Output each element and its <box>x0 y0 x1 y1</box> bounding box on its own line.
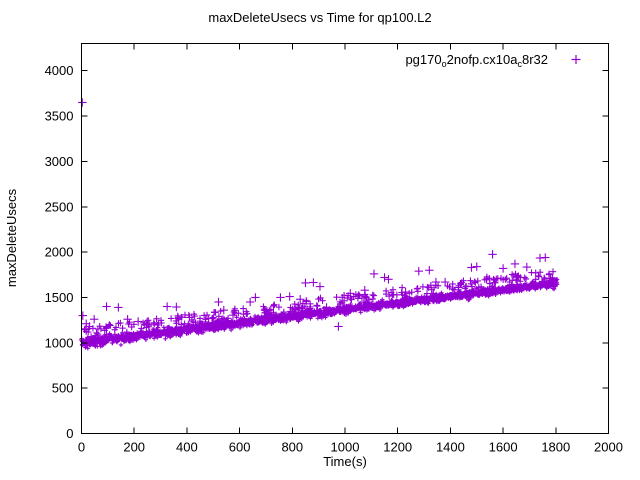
data-point <box>522 262 532 272</box>
y-axis-title: maxDeleteUsecs <box>4 188 19 287</box>
data-point <box>425 266 434 275</box>
data-point <box>143 337 149 342</box>
data-point <box>333 293 340 301</box>
y-tick-label: 1000 <box>45 335 74 350</box>
y-tick-label: 2500 <box>45 199 74 214</box>
x-axis-ticks: 0 200 400 600 800 1000 1200 1400 1600 1800 2000 <box>78 43 623 455</box>
data-point <box>89 315 99 324</box>
data-point <box>521 274 528 281</box>
data-point <box>85 346 91 351</box>
data-point <box>83 345 88 350</box>
data-point <box>369 291 376 299</box>
x-tick-label: 1200 <box>383 440 412 455</box>
y-tick-label: 500 <box>52 381 74 396</box>
data-point <box>251 293 260 302</box>
x-tick-label: 1400 <box>436 440 465 455</box>
data-point <box>138 325 145 332</box>
y-axis-ticks: 0 500 1000 1500 2000 2500 3000 3500 4000 <box>45 63 609 441</box>
data-point <box>510 259 520 269</box>
data-point <box>276 293 285 302</box>
data-point-group <box>78 98 560 351</box>
data-point <box>419 283 427 291</box>
data-point <box>240 305 247 312</box>
data-point <box>369 269 379 279</box>
x-tick-label: 1600 <box>489 440 518 455</box>
data-point <box>398 284 406 291</box>
data-point <box>245 297 255 307</box>
data-point <box>384 275 393 284</box>
data-point <box>210 309 218 316</box>
x-tick-label: 0 <box>78 440 85 455</box>
data-point <box>301 278 310 288</box>
data-point <box>162 302 172 311</box>
y-tick-label: 3000 <box>45 154 74 169</box>
x-tick-label: 600 <box>229 440 251 455</box>
x-tick-label: 1000 <box>331 440 360 455</box>
data-point <box>522 275 530 283</box>
x-tick-label: 400 <box>176 440 198 455</box>
data-point <box>313 302 320 309</box>
data-point <box>118 342 124 348</box>
data-point <box>309 278 318 287</box>
x-tick-label: 200 <box>123 440 145 455</box>
data-point <box>166 324 172 330</box>
legend-marker-plus <box>571 55 581 64</box>
legend-series-label: pg170o2nofp.cx10ac8r32 <box>405 52 548 69</box>
x-tick-label: 800 <box>281 440 303 455</box>
data-point <box>414 266 423 276</box>
data-point <box>78 311 88 320</box>
y-tick-label: 3500 <box>45 109 74 124</box>
data-point <box>370 292 378 299</box>
y-tick-label: 1500 <box>45 290 74 305</box>
data-point <box>315 282 325 291</box>
data-point <box>172 302 181 312</box>
chart-legend: pg170o2nofp.cx10ac8r32 <box>405 52 581 69</box>
data-point <box>163 336 168 341</box>
data-point <box>285 292 294 301</box>
data-point <box>102 302 111 311</box>
data-point <box>503 274 510 282</box>
data-point <box>151 336 157 341</box>
data-point <box>360 285 369 295</box>
data-point <box>114 303 123 312</box>
plot-border <box>81 43 609 434</box>
data-point <box>186 330 191 336</box>
x-tick-label: 1800 <box>541 440 570 455</box>
y-tick-label: 2000 <box>45 245 74 260</box>
x-tick-label: 2000 <box>594 440 623 455</box>
data-point <box>488 250 497 259</box>
y-tick-label: 4000 <box>45 63 74 78</box>
data-point <box>498 264 508 273</box>
data-point <box>334 322 343 331</box>
data-point <box>203 311 211 319</box>
data-point <box>380 273 389 282</box>
axes-group: 0 500 1000 1500 2000 2500 3000 3500 4000 0 200 400… <box>45 43 623 455</box>
data-point <box>214 297 223 307</box>
data-point <box>541 253 550 262</box>
x-axis-title: Time(s) <box>323 454 367 469</box>
chart-title: maxDeleteUsecs vs Time for qp100.L2 <box>0 10 640 25</box>
data-point <box>472 262 481 271</box>
data-point <box>230 308 237 316</box>
data-point <box>78 98 87 107</box>
data-point <box>513 277 521 284</box>
data-point <box>467 263 476 272</box>
y-tick-label: 0 <box>66 426 73 441</box>
